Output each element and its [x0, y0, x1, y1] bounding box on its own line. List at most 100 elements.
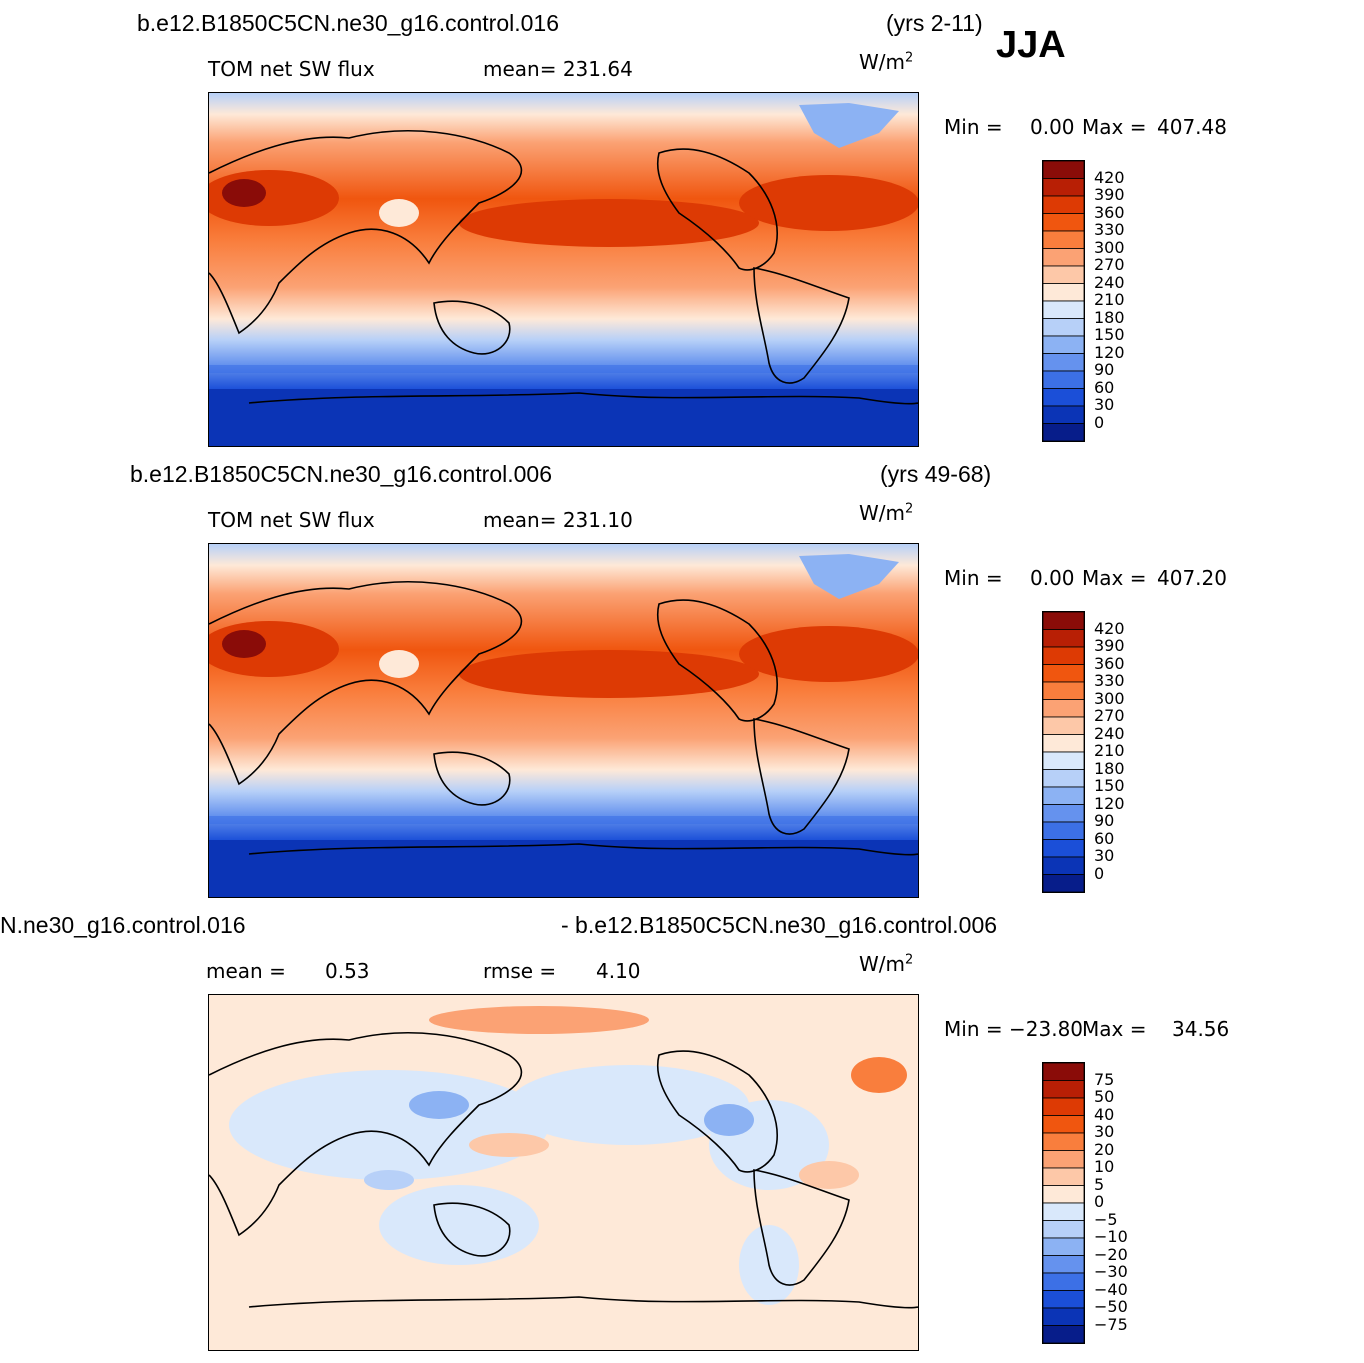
panel1-colorbar-swatch	[1043, 388, 1084, 407]
panel3-colorbar-tick-label: −30	[1094, 1262, 1128, 1281]
panel2-colorbar-tick-label: 390	[1094, 636, 1125, 655]
panel1-colorbar-tick-label: 30	[1094, 395, 1115, 414]
panel2-colorbar-swatch	[1043, 646, 1084, 665]
panel1-case-name: b.e12.B1850C5CN.ne30_g16.control.016	[137, 10, 559, 36]
panel3-case-left: N.ne30_g16.control.016	[0, 912, 246, 938]
panel2-colorbar-swatch	[1043, 804, 1084, 823]
panel1-colorbar-swatch	[1043, 353, 1084, 372]
panel3-colorbar-tick-label: 0	[1094, 1192, 1105, 1211]
panel3-colorbar-tick-label: −50	[1094, 1297, 1128, 1316]
panel3-units: W/m2	[859, 952, 914, 976]
panel2-colorbar-tick-label: 240	[1094, 723, 1125, 743]
panel3-colorbar	[1042, 1062, 1085, 1344]
panel3-colorbar-swatch	[1043, 1272, 1084, 1291]
panel2-colorbar	[1042, 611, 1085, 893]
panel1-colorbar-tick-label: 180	[1094, 307, 1125, 327]
panel3-colorbar-svg	[1043, 1063, 1084, 1343]
panel1-max-label: Max =	[1082, 115, 1147, 139]
panel1-units: W/m2	[859, 50, 914, 74]
panel3-mean-value: 0.53	[325, 959, 370, 983]
panel1-colorbar	[1042, 160, 1085, 442]
panel1-colorbar-tick-label: 360	[1094, 202, 1125, 222]
panel2-colorbar-swatch	[1043, 629, 1084, 648]
panel1-colorbar-tick-label: 210	[1094, 290, 1125, 309]
panel1-colorbar-tick-label: 240	[1094, 272, 1125, 292]
panel3-pos-region-2	[799, 1161, 859, 1189]
panel3-pos-region-1	[469, 1133, 549, 1157]
panel2-colorbar-swatch	[1043, 612, 1084, 630]
panel1-colorbar-swatch	[1043, 283, 1084, 302]
panel3-colorbar-swatch	[1043, 1185, 1084, 1204]
panel2-colorbar-tick-label: 90	[1094, 811, 1115, 830]
panel3-map	[208, 994, 919, 1351]
panel3-colorbar-tick-label: −75	[1094, 1314, 1128, 1334]
panel2-colorbar-tick-label: 270	[1094, 706, 1125, 725]
panel1-min-label: Min =	[944, 115, 1003, 139]
panel1-hotspot-pacific	[459, 199, 759, 247]
panel3-neg-strong-3	[364, 1170, 414, 1190]
panel1-years: (yrs 2-11)	[886, 10, 983, 36]
panel2-colorbar-tick-label: 150	[1094, 776, 1125, 795]
panel1-greenland	[799, 103, 899, 148]
panel1-colorbar-swatch	[1043, 195, 1084, 214]
panel2-colorbar-swatch	[1043, 856, 1084, 875]
panel3-min-value: −23.80	[1009, 1017, 1084, 1041]
panel2-variable-title: TOM net SW flux	[208, 508, 375, 532]
panel2-colorbar-tick-label: 180	[1094, 758, 1125, 778]
panel1-colorbar-tick-label: 330	[1094, 220, 1125, 239]
panel3-colorbar-tick-label: −40	[1094, 1279, 1128, 1299]
panel1-colorbar-svg	[1043, 161, 1084, 441]
panel1-colorbar-tick-label: 300	[1094, 237, 1125, 257]
panel1-colorbar-tick-label: 0	[1094, 412, 1105, 432]
panel3-colorbar-tick-label: −20	[1094, 1244, 1128, 1264]
panel3-colorbar-swatch	[1043, 1080, 1084, 1099]
season-label: JJA	[996, 24, 1066, 66]
panel3-colorbar-swatch	[1043, 1132, 1084, 1151]
panel2-colorbar-swatch	[1043, 699, 1084, 718]
panel3-colorbar-swatch	[1043, 1290, 1084, 1309]
panel1-map-svg	[209, 93, 918, 446]
panel3-colorbar-swatch	[1043, 1237, 1084, 1256]
panel1-colorbar-tick-label: 420	[1094, 167, 1125, 187]
panel2-mean: mean= 231.10	[483, 508, 633, 532]
panel2-years: (yrs 49-68)	[880, 461, 992, 487]
panel2-colorbar-swatch	[1043, 821, 1084, 840]
panel2-units: W/m2	[859, 501, 914, 525]
panel3-map-svg	[209, 995, 918, 1350]
panel2-min-value: 0.00	[1030, 566, 1075, 590]
panel3-neg-strong-2	[704, 1104, 754, 1136]
panel3-colorbar-swatch	[1043, 1202, 1084, 1221]
panel3-colorbar-swatch	[1043, 1097, 1084, 1116]
panel1-colorbar-swatch	[1043, 213, 1084, 232]
panel3-pos-region-atlantic	[851, 1057, 907, 1093]
panel1-hotspot-atlantic	[739, 175, 918, 231]
panel1-colorbar-tick-label: 90	[1094, 360, 1115, 379]
panel2-colorbar-svg	[1043, 612, 1084, 892]
panel3-colorbar-tick-label: −10	[1094, 1227, 1128, 1246]
panel1-colorbar-swatch	[1043, 370, 1084, 389]
panel1-colorbar-swatch	[1043, 335, 1084, 354]
panel2-colorbar-tick-label: 360	[1094, 653, 1125, 673]
panel2-colorbar-tick-label: 120	[1094, 793, 1125, 813]
panel3-max-label: Max =	[1082, 1017, 1147, 1041]
panel2-max-label: Max =	[1082, 566, 1147, 590]
panel1-colorbar-tick-label: 120	[1094, 342, 1125, 362]
panel1-colorbar-swatch	[1043, 405, 1084, 424]
panel3-colorbar-swatch	[1043, 1307, 1084, 1326]
panel3-neg-region-pacific	[509, 1065, 749, 1145]
panel2-tibet	[379, 650, 419, 678]
panel3-rmse-value: 4.10	[596, 959, 641, 983]
panel1-map	[208, 92, 919, 447]
panel2-colorbar-swatch	[1043, 734, 1084, 753]
panel1-colorbar-swatch	[1043, 318, 1084, 337]
panel1-colorbar-tick-label: 150	[1094, 325, 1125, 344]
panel3-colorbar-swatch	[1043, 1063, 1084, 1081]
panel1-max-value: 407.48	[1157, 115, 1227, 139]
panel2-colorbar-swatch	[1043, 681, 1084, 700]
panel3-colorbar-tick-label: 75	[1094, 1069, 1115, 1089]
panel3-colorbar-swatch	[1043, 1325, 1084, 1343]
panel3-colorbar-swatch	[1043, 1167, 1084, 1186]
panel3-colorbar-swatch	[1043, 1220, 1084, 1239]
panel1-variable-title: TOM net SW flux	[208, 57, 375, 81]
panel2-greenland	[799, 554, 899, 599]
